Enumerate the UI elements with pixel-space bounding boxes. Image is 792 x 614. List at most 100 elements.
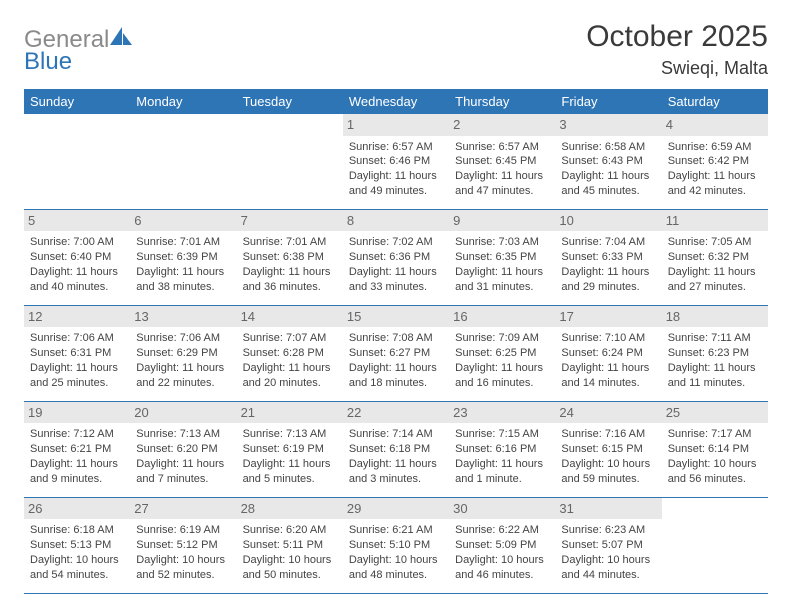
daylight-line: and 25 minutes.: [30, 376, 124, 391]
calendar-cell: 6Sunrise: 7:01 AMSunset: 6:39 PMDaylight…: [130, 209, 236, 305]
daylight-line: Daylight: 11 hours: [455, 265, 549, 280]
calendar-row: 19Sunrise: 7:12 AMSunset: 6:21 PMDayligh…: [24, 401, 768, 497]
daylight-line: Daylight: 10 hours: [136, 553, 230, 568]
calendar-cell: 31Sunrise: 6:23 AMSunset: 5:07 PMDayligh…: [555, 497, 661, 593]
sunrise-line: Sunrise: 7:00 AM: [30, 235, 124, 250]
daylight-line: Daylight: 11 hours: [136, 361, 230, 376]
day-number: 14: [237, 306, 343, 328]
sunrise-line: Sunrise: 7:07 AM: [243, 331, 337, 346]
daylight-line: Daylight: 11 hours: [243, 457, 337, 472]
sunrise-line: Sunrise: 7:16 AM: [561, 427, 655, 442]
calendar-cell: 16Sunrise: 7:09 AMSunset: 6:25 PMDayligh…: [449, 305, 555, 401]
sunset-line: Sunset: 6:36 PM: [349, 250, 443, 265]
daylight-line: Daylight: 11 hours: [561, 169, 655, 184]
sunrise-line: Sunrise: 7:02 AM: [349, 235, 443, 250]
sunrise-line: Sunrise: 7:13 AM: [136, 427, 230, 442]
daylight-line: and 50 minutes.: [243, 568, 337, 583]
calendar-body: 1Sunrise: 6:57 AMSunset: 6:46 PMDaylight…: [24, 114, 768, 593]
day-number: 5: [24, 210, 130, 232]
day-number: [662, 498, 768, 520]
sunset-line: Sunset: 6:40 PM: [30, 250, 124, 265]
calendar-cell: 15Sunrise: 7:08 AMSunset: 6:27 PMDayligh…: [343, 305, 449, 401]
sunset-line: Sunset: 6:20 PM: [136, 442, 230, 457]
calendar-table: SundayMondayTuesdayWednesdayThursdayFrid…: [24, 89, 768, 594]
sunrise-line: Sunrise: 7:17 AM: [668, 427, 762, 442]
daylight-line: Daylight: 11 hours: [243, 265, 337, 280]
sunset-line: Sunset: 6:42 PM: [668, 154, 762, 169]
daylight-line: Daylight: 11 hours: [30, 265, 124, 280]
sunrise-line: Sunrise: 7:11 AM: [668, 331, 762, 346]
daylight-line: Daylight: 11 hours: [349, 265, 443, 280]
sunrise-line: Sunrise: 7:05 AM: [668, 235, 762, 250]
day-number: 27: [130, 498, 236, 520]
calendar-cell: 23Sunrise: 7:15 AMSunset: 6:16 PMDayligh…: [449, 401, 555, 497]
calendar-cell: 7Sunrise: 7:01 AMSunset: 6:38 PMDaylight…: [237, 209, 343, 305]
dow-header: Thursday: [449, 89, 555, 114]
day-number: 22: [343, 402, 449, 424]
daylight-line: Daylight: 10 hours: [349, 553, 443, 568]
sunset-line: Sunset: 6:46 PM: [349, 154, 443, 169]
day-number: 6: [130, 210, 236, 232]
sunset-line: Sunset: 6:21 PM: [30, 442, 124, 457]
day-number: 11: [662, 210, 768, 232]
dow-header: Tuesday: [237, 89, 343, 114]
daylight-line: and 40 minutes.: [30, 280, 124, 295]
dow-header: Wednesday: [343, 89, 449, 114]
daylight-line: and 27 minutes.: [668, 280, 762, 295]
calendar-cell: [662, 497, 768, 593]
sunset-line: Sunset: 5:10 PM: [349, 538, 443, 553]
calendar-cell: 27Sunrise: 6:19 AMSunset: 5:12 PMDayligh…: [130, 497, 236, 593]
sunset-line: Sunset: 6:35 PM: [455, 250, 549, 265]
sunrise-line: Sunrise: 7:10 AM: [561, 331, 655, 346]
sunset-line: Sunset: 6:27 PM: [349, 346, 443, 361]
sunrise-line: Sunrise: 7:03 AM: [455, 235, 549, 250]
sunset-line: Sunset: 6:16 PM: [455, 442, 549, 457]
sunset-line: Sunset: 6:29 PM: [136, 346, 230, 361]
calendar-cell: [237, 114, 343, 209]
daylight-line: Daylight: 11 hours: [136, 457, 230, 472]
sunset-line: Sunset: 5:07 PM: [561, 538, 655, 553]
sunrise-line: Sunrise: 6:21 AM: [349, 523, 443, 538]
day-number: 25: [662, 402, 768, 424]
sunset-line: Sunset: 6:38 PM: [243, 250, 337, 265]
title-block: October 2025 Swieqi, Malta: [586, 20, 768, 79]
calendar-cell: 14Sunrise: 7:07 AMSunset: 6:28 PMDayligh…: [237, 305, 343, 401]
day-number: 31: [555, 498, 661, 520]
sunrise-line: Sunrise: 6:20 AM: [243, 523, 337, 538]
daylight-line: Daylight: 11 hours: [561, 265, 655, 280]
sunrise-line: Sunrise: 7:01 AM: [136, 235, 230, 250]
calendar-row: 5Sunrise: 7:00 AMSunset: 6:40 PMDaylight…: [24, 209, 768, 305]
day-number: 28: [237, 498, 343, 520]
daylight-line: and 31 minutes.: [455, 280, 549, 295]
sunrise-line: Sunrise: 7:15 AM: [455, 427, 549, 442]
sunset-line: Sunset: 6:24 PM: [561, 346, 655, 361]
calendar-cell: 2Sunrise: 6:57 AMSunset: 6:45 PMDaylight…: [449, 114, 555, 209]
daylight-line: and 38 minutes.: [136, 280, 230, 295]
calendar-cell: 30Sunrise: 6:22 AMSunset: 5:09 PMDayligh…: [449, 497, 555, 593]
dow-header: Saturday: [662, 89, 768, 114]
daylight-line: Daylight: 11 hours: [349, 457, 443, 472]
day-number: 17: [555, 306, 661, 328]
calendar-cell: 18Sunrise: 7:11 AMSunset: 6:23 PMDayligh…: [662, 305, 768, 401]
day-number: 7: [237, 210, 343, 232]
daylight-line: Daylight: 10 hours: [668, 457, 762, 472]
day-number: 12: [24, 306, 130, 328]
daylight-line: and 5 minutes.: [243, 472, 337, 487]
sunrise-line: Sunrise: 7:06 AM: [136, 331, 230, 346]
sunset-line: Sunset: 6:18 PM: [349, 442, 443, 457]
daylight-line: and 47 minutes.: [455, 184, 549, 199]
sunset-line: Sunset: 6:28 PM: [243, 346, 337, 361]
day-number: 13: [130, 306, 236, 328]
calendar-cell: 4Sunrise: 6:59 AMSunset: 6:42 PMDaylight…: [662, 114, 768, 209]
day-number: 4: [662, 114, 768, 136]
calendar-cell: 19Sunrise: 7:12 AMSunset: 6:21 PMDayligh…: [24, 401, 130, 497]
day-number: [237, 114, 343, 136]
sunrise-line: Sunrise: 6:58 AM: [561, 140, 655, 155]
daylight-line: and 33 minutes.: [349, 280, 443, 295]
daylight-line: and 44 minutes.: [561, 568, 655, 583]
day-number: 8: [343, 210, 449, 232]
daylight-line: and 1 minute.: [455, 472, 549, 487]
calendar-cell: 21Sunrise: 7:13 AMSunset: 6:19 PMDayligh…: [237, 401, 343, 497]
daylight-line: and 9 minutes.: [30, 472, 124, 487]
daylight-line: Daylight: 10 hours: [455, 553, 549, 568]
